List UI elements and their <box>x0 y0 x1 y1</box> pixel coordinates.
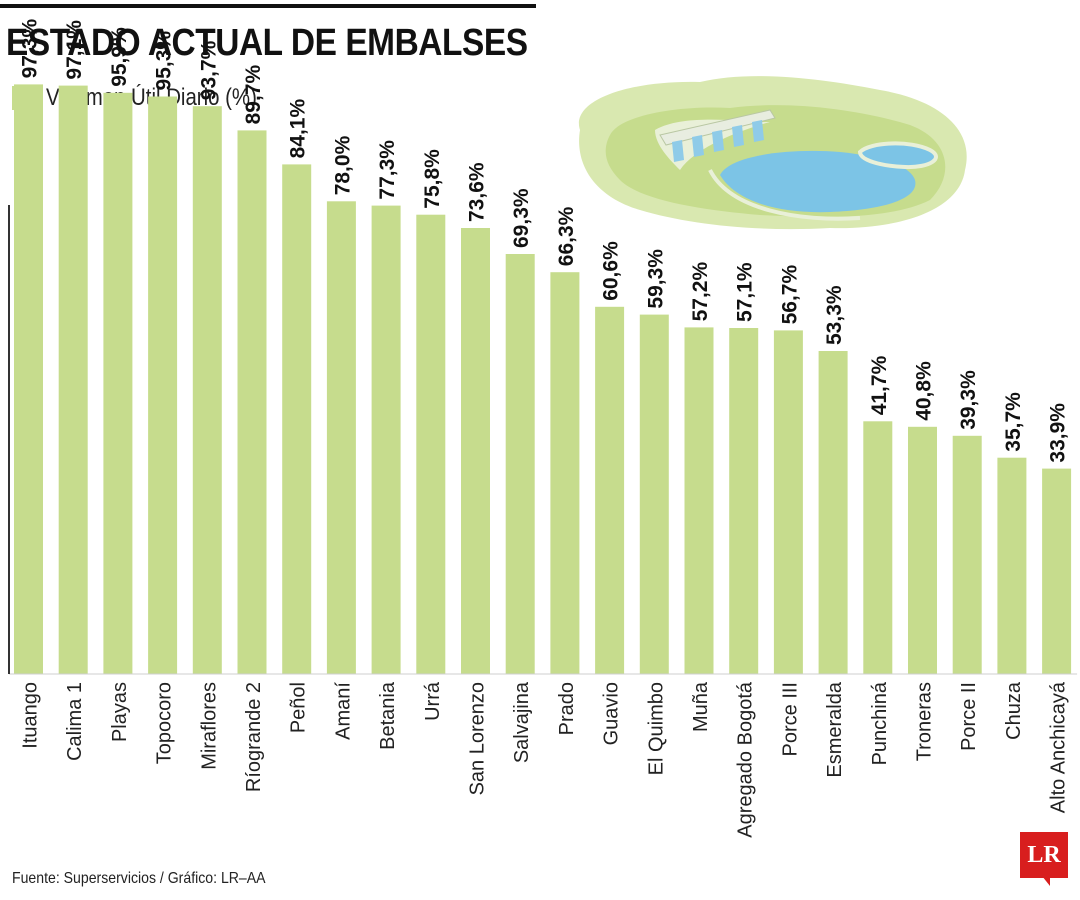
category-label: Agregado Bogotá <box>735 681 757 838</box>
bar-calima-1 <box>58 85 88 675</box>
value-label: 56,7% <box>778 265 801 325</box>
category-label: Amaní <box>332 682 354 740</box>
category-label: Calima 1 <box>64 682 86 761</box>
reservoir-illustration-icon <box>578 76 967 230</box>
category-label: Betania <box>377 681 399 750</box>
bar-amaní <box>326 201 356 675</box>
bar-prado <box>550 272 580 674</box>
category-label: El Quimbo <box>645 682 667 775</box>
category-label: Peñol <box>288 682 310 733</box>
value-label: 73,6% <box>466 162 489 222</box>
value-label: 53,3% <box>823 285 846 345</box>
lr-logo: LR <box>1020 832 1068 878</box>
value-label: 60,6% <box>600 241 623 301</box>
bar-muña <box>684 327 714 674</box>
category-label: Porce III <box>779 682 801 756</box>
category-label: Topocoro <box>154 682 176 764</box>
bar-porce-iii <box>773 330 803 674</box>
bar-punchiná <box>863 421 893 674</box>
bar-alto-anchicayá <box>1042 468 1072 674</box>
bar-urrá <box>416 214 446 674</box>
category-label: Urrá <box>422 681 444 721</box>
value-label: 59,3% <box>644 249 667 309</box>
category-label: Muña <box>690 681 712 732</box>
category-label: Chuza <box>1003 681 1025 740</box>
value-label: 69,3% <box>510 188 533 248</box>
bar-porce-ii <box>952 435 982 674</box>
category-label: Playas <box>109 682 131 742</box>
value-label: 84,1% <box>287 99 310 159</box>
bar-san-lorenzo <box>461 228 490 674</box>
bar-esmeralda <box>818 351 848 674</box>
category-label: San Lorenzo <box>467 682 489 795</box>
chart-title: ESTADO ACTUAL DE EMBALSES <box>6 22 528 64</box>
value-label: 95,3% <box>153 31 176 91</box>
category-label: Troneras <box>914 682 936 761</box>
bar-chuza <box>997 457 1027 674</box>
value-label: 78,0% <box>331 135 354 195</box>
top-rule <box>0 4 536 8</box>
value-label: 66,3% <box>555 206 578 266</box>
value-label: 41,7% <box>868 355 891 415</box>
bar-playas <box>103 92 133 675</box>
bar-betania <box>371 205 401 674</box>
value-label: 39,3% <box>957 370 980 430</box>
value-label: 57,1% <box>734 262 757 322</box>
category-label: Ituango <box>20 682 42 749</box>
category-label: Ríogrande 2 <box>243 682 265 792</box>
category-label: Alto Anchicayá <box>1048 681 1070 813</box>
category-label: Salvajina <box>511 681 533 763</box>
bar-agregado-bogotá <box>729 328 759 674</box>
value-label: 75,8% <box>421 149 444 209</box>
value-label: 89,7% <box>242 65 265 125</box>
lr-logo-tail <box>1042 876 1050 886</box>
bar-topocoro <box>148 96 178 674</box>
value-label: 95,9% <box>108 27 131 87</box>
bar-salvajina <box>505 254 535 674</box>
category-label: Prado <box>556 682 578 735</box>
value-label: 97,1% <box>63 20 86 80</box>
value-label: 77,3% <box>376 140 399 200</box>
value-label: 93,7% <box>197 40 220 100</box>
bar-ituango <box>14 84 43 674</box>
bar-el-quimbo <box>639 314 669 674</box>
value-label: 97,3% <box>19 19 42 79</box>
category-label: Miraflores <box>198 682 220 770</box>
bar-miraflores <box>192 106 222 674</box>
value-label: 57,2% <box>689 262 712 322</box>
bar-troneras <box>908 426 937 674</box>
category-label: Esmeralda <box>824 681 846 777</box>
category-label: Porce II <box>958 682 980 751</box>
bar-guavio <box>595 306 625 674</box>
bar-peñol <box>282 164 312 674</box>
category-label: Punchiná <box>869 681 891 765</box>
value-label: 33,9% <box>1047 403 1070 463</box>
bar-ríogrande-2 <box>237 130 267 674</box>
value-label: 35,7% <box>1002 392 1025 452</box>
category-label: Guavio <box>601 682 623 745</box>
value-label: 40,8% <box>913 361 936 421</box>
source-note: Fuente: Superservicios / Gráfico: LR–AA <box>12 870 266 887</box>
